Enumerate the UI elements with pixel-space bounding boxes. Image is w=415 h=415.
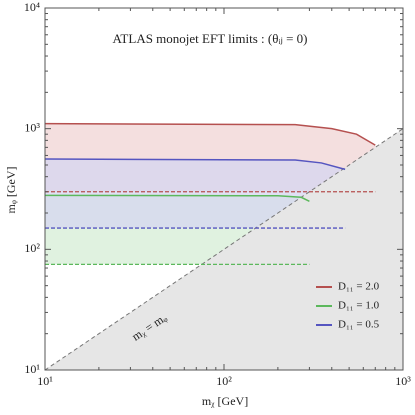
upper-limit-line (44, 158, 346, 171)
legend-label: D₁₁ = 1.0 (338, 300, 380, 312)
legend-label: D₁₁ = 2.0 (338, 281, 380, 293)
y-axis-label: mᵩ [GeV] (4, 166, 18, 213)
chart-title: ATLAS monojet EFT limits : (θᵢⱼ = 0) (112, 31, 307, 46)
x-tick-label: 10³ (395, 374, 411, 388)
y-tick-label: 10⁴ (24, 0, 40, 14)
x-tick-label: 10¹ (37, 374, 53, 388)
y-tick-label: 10³ (24, 120, 40, 134)
y-tick-label: 10¹ (24, 362, 40, 376)
legend-label: D₁₁ = 0.5 (338, 319, 380, 331)
x-axis-label: mᵪ [GeV] (202, 394, 248, 408)
x-tick-label: 10² (216, 374, 232, 388)
band-fill (45, 159, 346, 229)
upper-limit-line (44, 194, 310, 202)
upper-limit-line (44, 122, 376, 146)
y-tick-label: 10² (24, 241, 40, 255)
